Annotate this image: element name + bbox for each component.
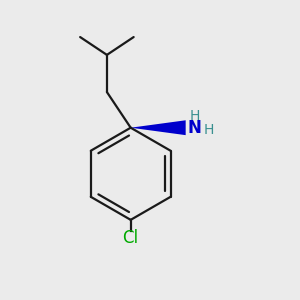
Polygon shape — [131, 120, 186, 135]
Text: N: N — [188, 119, 202, 137]
Text: Cl: Cl — [123, 229, 139, 247]
Text: H: H — [204, 123, 214, 137]
Text: H: H — [189, 109, 200, 123]
